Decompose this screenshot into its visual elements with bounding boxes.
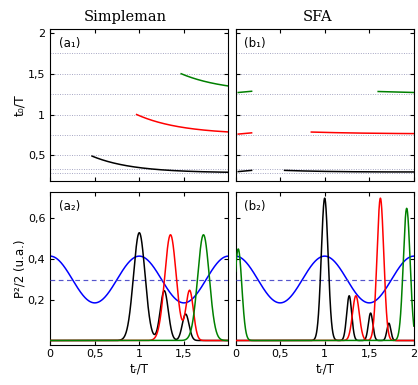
Text: (a₂): (a₂) xyxy=(59,200,80,213)
Text: (a₁): (a₁) xyxy=(59,37,80,50)
X-axis label: tᵣ/T: tᵣ/T xyxy=(315,362,334,375)
X-axis label: tᵣ/T: tᵣ/T xyxy=(130,362,149,375)
Y-axis label: t₀/T: t₀/T xyxy=(13,94,26,116)
Text: Simpleman: Simpleman xyxy=(84,10,167,23)
Text: SFA: SFA xyxy=(303,10,332,23)
Y-axis label: P²/2 (u.a.): P²/2 (u.a.) xyxy=(13,239,26,298)
Text: (b₁): (b₁) xyxy=(245,37,266,50)
Text: (b₂): (b₂) xyxy=(245,200,266,213)
